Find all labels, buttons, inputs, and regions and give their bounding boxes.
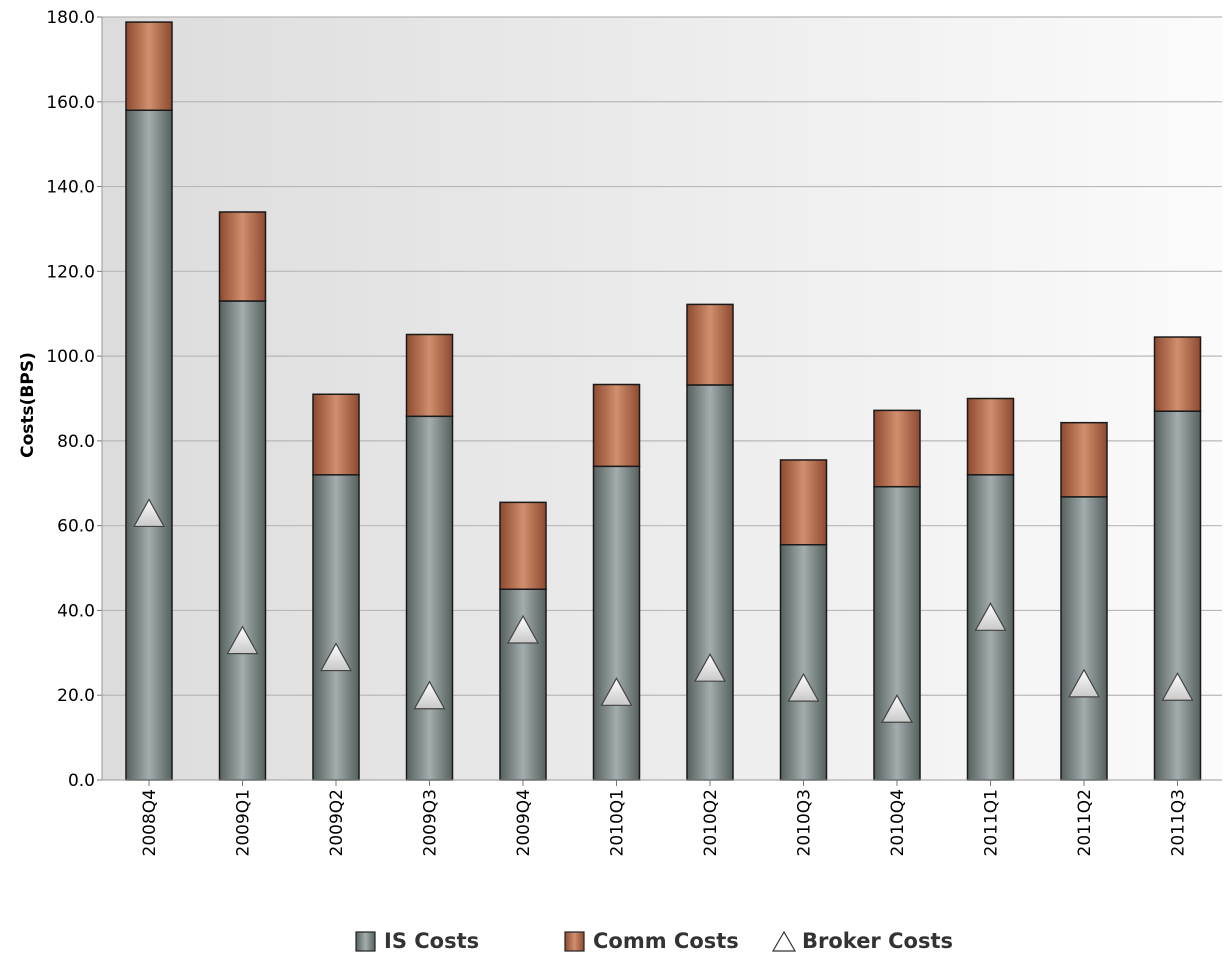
x-tick-label: 2010Q2 — [701, 789, 721, 856]
legend-item-broker-costs[interactable]: Broker Costs — [771, 929, 953, 953]
x-tick-label: 2010Q1 — [608, 789, 628, 856]
is-costs-bar — [405, 415, 454, 781]
is-costs-bar — [686, 384, 734, 781]
broker-costs-marker — [132, 498, 166, 528]
y-tick-label: 140.0 — [46, 178, 95, 198]
y-tick-label: 100.0 — [46, 347, 95, 367]
x-tick-label: 2009Q2 — [327, 789, 347, 856]
y-tick-label: 180.0 — [46, 8, 95, 28]
comm-costs-bar — [499, 501, 547, 591]
legend-label-broker-costs: Broker Costs — [802, 929, 953, 953]
x-tick-label: 2011Q1 — [982, 789, 1002, 856]
comm-costs-bar — [1060, 421, 1108, 498]
comm-costs-bar — [218, 211, 267, 302]
broker-costs-marker — [413, 680, 446, 710]
broker-costs-marker — [600, 677, 633, 706]
x-tick-label: 2011Q3 — [1169, 789, 1189, 856]
broker-costs-marker — [1161, 672, 1194, 701]
comm-costs-bar — [125, 21, 173, 112]
y-axis-ticks: 0.0 20.0 40.0 60.0 80.0 100.0 120.0 140.0 160.0 1… — [46, 8, 102, 791]
y-tick-label: 80.0 — [57, 432, 95, 452]
comm-costs-bar — [405, 333, 454, 418]
is-costs-bar — [312, 474, 360, 781]
x-axis-ticks: 2008Q4 2009Q1 2009Q2 2009Q3 2009Q4 2010Q1 2010… — [140, 780, 1189, 856]
comm-costs-bar — [966, 397, 1015, 476]
legend-swatch-is-costs — [355, 931, 376, 952]
is-costs-bar — [1060, 496, 1108, 781]
is-costs-bar — [1153, 410, 1202, 781]
broker-costs-marker — [693, 652, 727, 682]
x-tick-label: 2008Q4 — [140, 789, 160, 856]
legend-item-comm-costs[interactable]: Comm Costs — [564, 929, 739, 953]
is-costs-bar — [218, 300, 267, 781]
is-costs-bar — [873, 485, 921, 781]
y-axis-title: Costs(BPS) — [18, 352, 38, 458]
broker-markers — [132, 498, 1194, 723]
y-tick-label: 40.0 — [57, 601, 95, 621]
comm-costs-bar — [312, 393, 360, 476]
x-tick-label: 2011Q2 — [1075, 789, 1095, 856]
y-tick-label: 20.0 — [57, 686, 95, 706]
axes — [101, 17, 1222, 781]
y-tick-label: 0.0 — [68, 771, 95, 791]
comm-costs-bar — [779, 459, 828, 546]
x-tick-label: 2009Q1 — [234, 789, 254, 856]
is-costs-bar — [592, 465, 641, 781]
y-tick-label: 160.0 — [46, 93, 95, 113]
bars — [125, 21, 1202, 781]
broker-costs-marker — [226, 625, 259, 655]
broker-costs-marker — [1067, 668, 1101, 698]
is-costs-bar — [125, 109, 173, 781]
legend: IS Costs Comm Costs Broker Costs — [355, 929, 953, 953]
x-tick-label: 2009Q4 — [514, 789, 534, 856]
gridlines — [102, 16, 1222, 696]
x-tick-label: 2010Q3 — [795, 789, 815, 856]
y-tick-label: 120.0 — [46, 262, 95, 282]
x-tick-label: 2010Q4 — [888, 789, 908, 856]
comm-costs-bar — [873, 409, 921, 488]
x-tick-label: 2009Q3 — [421, 789, 441, 856]
legend-item-is-costs[interactable]: IS Costs — [355, 929, 479, 953]
comm-costs-bar — [686, 303, 734, 386]
comm-costs-bar — [592, 383, 641, 468]
broker-costs-marker — [506, 614, 540, 644]
plot-background — [102, 17, 1222, 780]
broker-costs-marker — [974, 602, 1007, 631]
legend-label-comm-costs: Comm Costs — [593, 929, 739, 953]
y-tick-label: 60.0 — [57, 517, 95, 537]
broker-costs-marker — [319, 642, 353, 672]
legend-triangle-icon — [771, 930, 797, 952]
broker-costs-marker — [787, 672, 820, 702]
legend-swatch-comm-costs — [564, 931, 585, 952]
is-costs-bar — [779, 543, 828, 781]
legend-label-is-costs: IS Costs — [384, 929, 479, 953]
comm-costs-bar — [1153, 336, 1202, 412]
broker-costs-marker — [880, 694, 914, 723]
